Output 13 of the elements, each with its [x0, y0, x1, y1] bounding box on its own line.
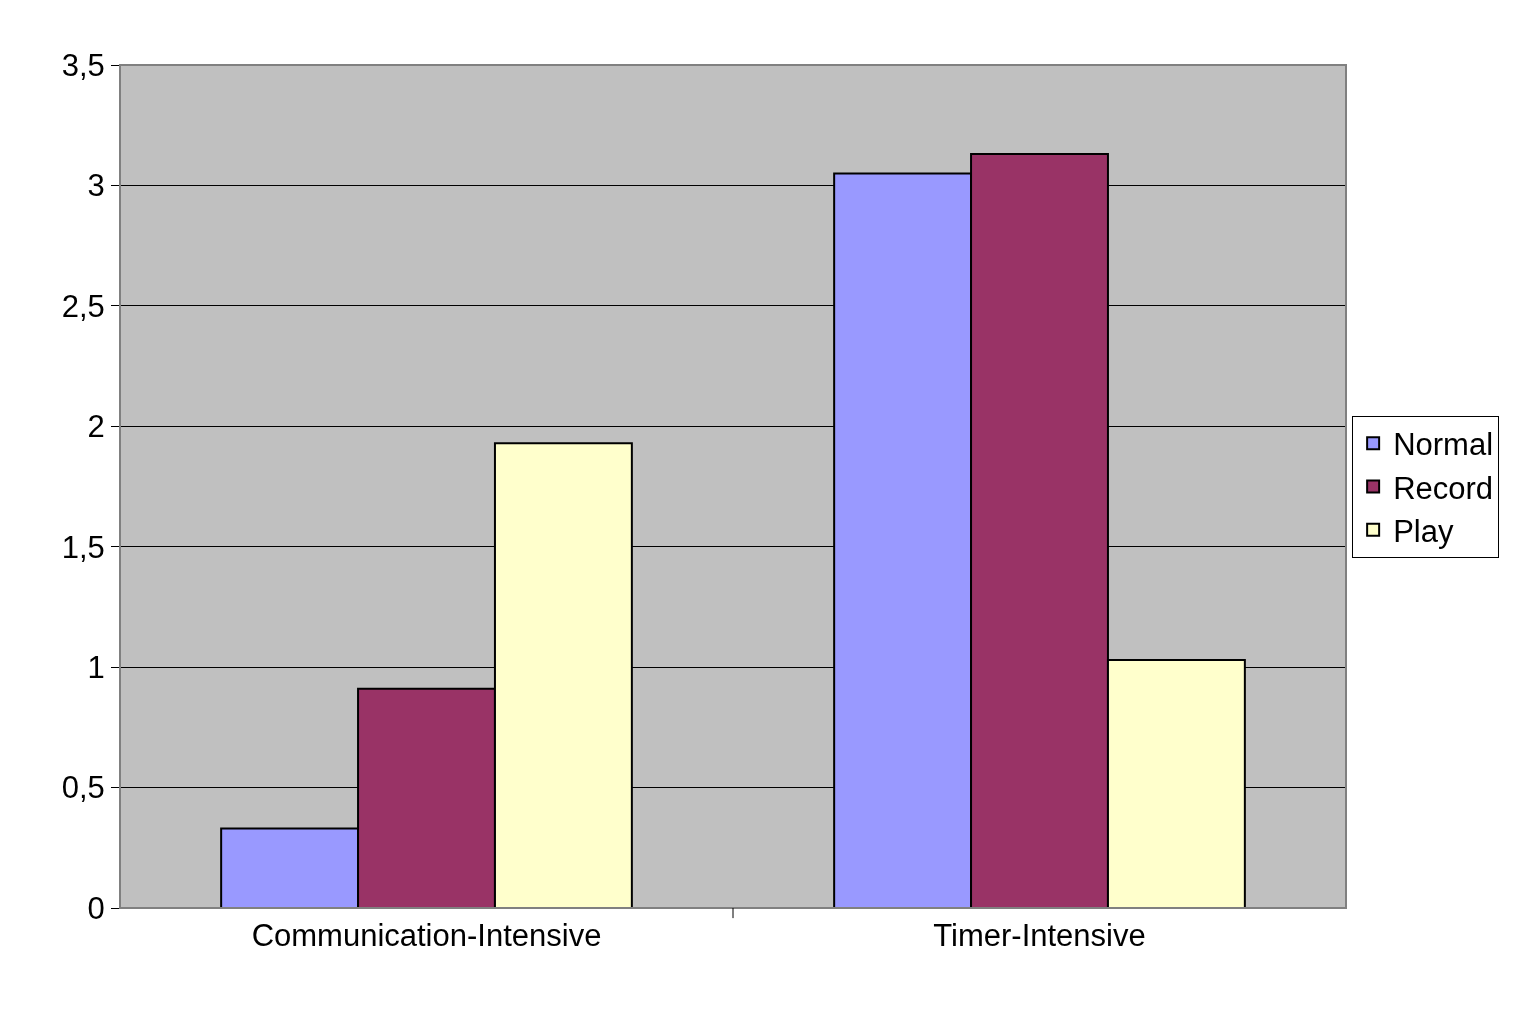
y-tick-label: 0: [87, 890, 105, 926]
y-tick-label: 1,5: [61, 529, 105, 565]
y-tick-label: 1: [87, 649, 105, 685]
y-tick-label: 0,5: [61, 770, 105, 806]
x-tick-label: Timer-Intensive: [933, 918, 1146, 954]
legend-label: Normal: [1393, 427, 1494, 463]
x-tick-label: Communication-Intensive: [251, 918, 602, 954]
y-tick-label: 3,5: [61, 47, 105, 83]
legend-label: Play: [1393, 513, 1454, 549]
y-tick-label: 2: [87, 409, 105, 445]
y-tick-label: 2,5: [61, 288, 105, 324]
y-tick-label: 3: [87, 168, 105, 204]
legend-label: Record: [1393, 470, 1494, 506]
